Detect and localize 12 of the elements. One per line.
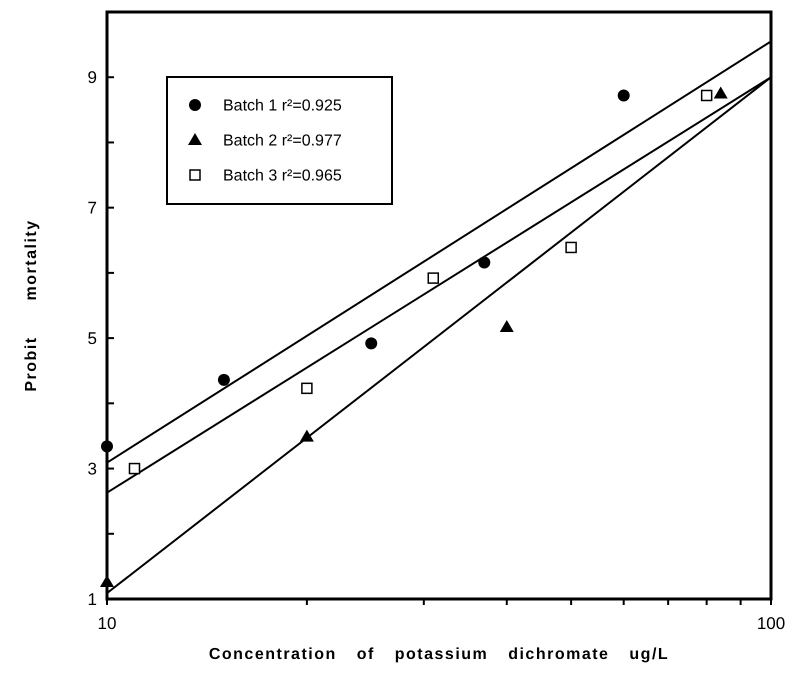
y-tick-label: 3 <box>88 460 97 479</box>
y-tick-label: 9 <box>88 68 97 88</box>
y-tick-label: 7 <box>88 198 97 218</box>
x-axis-title: Concentration of potassium dichromate ug/L <box>208 646 670 663</box>
y-tick-label: 5 <box>88 329 97 348</box>
legend-label: Batch 1 r²=0.925 <box>223 98 342 115</box>
y-tick-label: 1 <box>88 590 97 609</box>
legend-label: Batch 3 r²=0.965 <box>223 168 342 185</box>
x-tick-label: 10 <box>98 614 116 633</box>
legend-label: Batch 2 r²=0.977 <box>223 132 342 150</box>
x-tick-label: 100 <box>756 614 786 633</box>
y-axis-title: Probit mortality <box>23 219 40 392</box>
